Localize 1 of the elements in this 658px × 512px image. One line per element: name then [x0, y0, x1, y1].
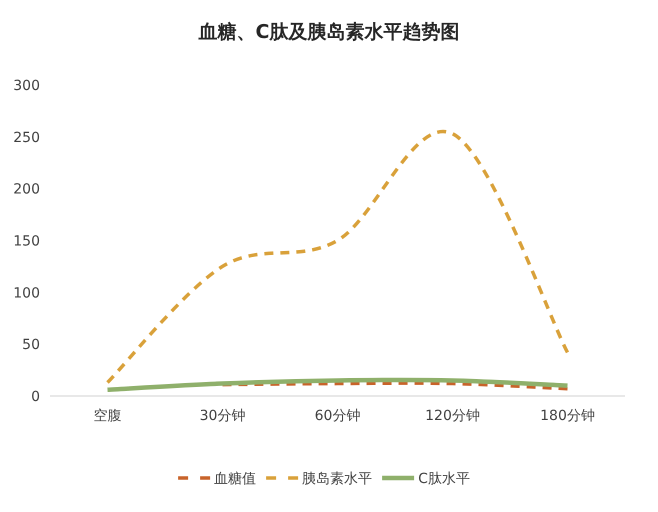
- title: 血糖、C肽及胰岛素水平趋势图: [198, 21, 460, 43]
